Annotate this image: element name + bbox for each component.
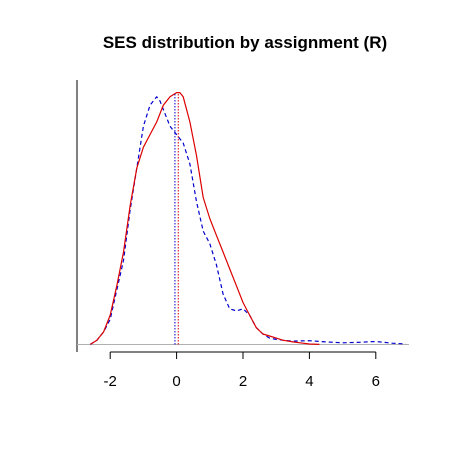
x-tick-label: 6	[372, 373, 380, 390]
x-tick-label: -2	[104, 373, 117, 390]
series-line-dashed	[89, 96, 406, 345]
axes: -2 0 2 4 6	[76, 80, 380, 390]
x-tick-label: 2	[239, 373, 247, 390]
series-line-solid	[89, 91, 320, 345]
x-tick-label: 4	[305, 373, 313, 390]
plot-area	[77, 91, 409, 345]
chart-title: SES distribution by assignment (R)	[103, 33, 387, 52]
x-tick-label: 0	[172, 373, 180, 390]
